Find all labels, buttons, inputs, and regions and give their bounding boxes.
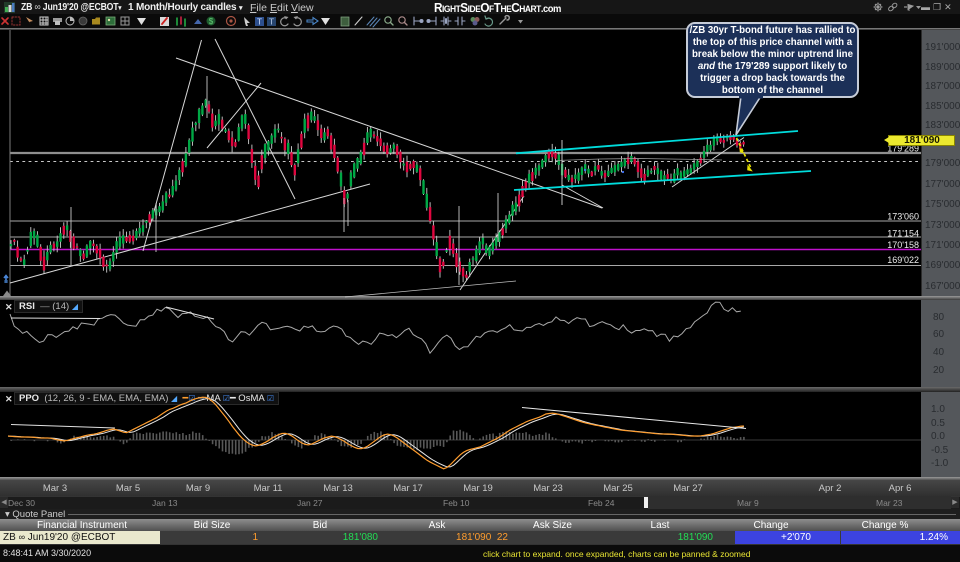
svg-text:171'154: 171'154 [887,229,919,239]
svg-text:$: $ [209,17,214,26]
svg-text:T: T [257,17,262,27]
svg-text:173'060: 173'060 [887,212,919,222]
svg-text:179'289: 179'289 [887,144,919,154]
svg-text:169'022: 169'022 [887,255,919,265]
svg-text:T: T [269,17,274,27]
svg-text:170'158: 170'158 [887,240,919,250]
